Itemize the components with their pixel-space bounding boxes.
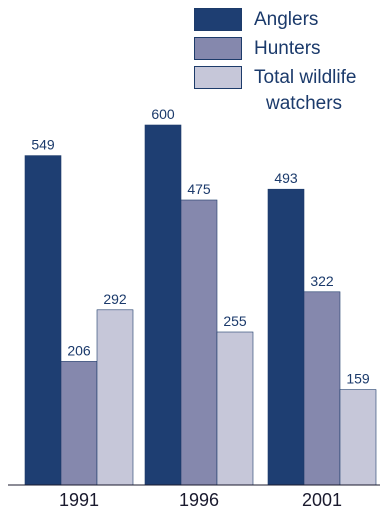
legend-label-anglers: Anglers <box>254 9 319 30</box>
data-label-2001-total-wildlife-watchers: 159 <box>346 371 370 387</box>
labels-layer: 549 206 292 600 475 255 493 322 159 <box>31 106 370 387</box>
bar-1996-hunters <box>180 199 218 486</box>
legend-label-hunters: Hunters <box>254 38 321 59</box>
legend-swatch-hunters <box>194 37 242 60</box>
bar-1991-total-wildlife-watchers <box>96 309 134 486</box>
x-tick-label-2001: 2001 <box>302 490 342 510</box>
legend-label-watchers: Total wildlife <box>254 67 357 88</box>
bar-2001-hunters <box>303 291 341 486</box>
x-tick-label-1991: 1991 <box>59 490 99 510</box>
x-tick-label-1996: 1996 <box>179 490 219 510</box>
data-label-2001-anglers: 493 <box>274 170 298 186</box>
bar-2001-anglers <box>267 188 305 486</box>
legend-label-watchers-line2: watchers <box>266 93 343 114</box>
bar-1991-anglers <box>24 155 62 486</box>
legend-swatch-anglers <box>194 8 242 31</box>
bar-1996-anglers <box>144 124 182 486</box>
x-axis-ticks: 1991 1996 2001 <box>59 490 342 510</box>
data-label-1996-anglers: 600 <box>151 106 175 122</box>
bar-1991-hunters <box>60 361 98 486</box>
bar-1996-total-wildlife-watchers <box>216 331 254 486</box>
bars-layer <box>24 124 377 486</box>
data-label-1991-hunters: 206 <box>67 342 91 358</box>
data-label-1996-total-wildlife-watchers: 255 <box>223 313 247 329</box>
legend-swatch-watchers <box>194 66 242 89</box>
data-label-1991-anglers: 549 <box>31 137 55 153</box>
bar-2001-total-wildlife-watchers <box>339 389 377 486</box>
data-label-1996-hunters: 475 <box>187 181 211 197</box>
data-label-2001-hunters: 322 <box>310 273 334 289</box>
data-label-1991-total-wildlife-watchers: 292 <box>103 291 127 307</box>
